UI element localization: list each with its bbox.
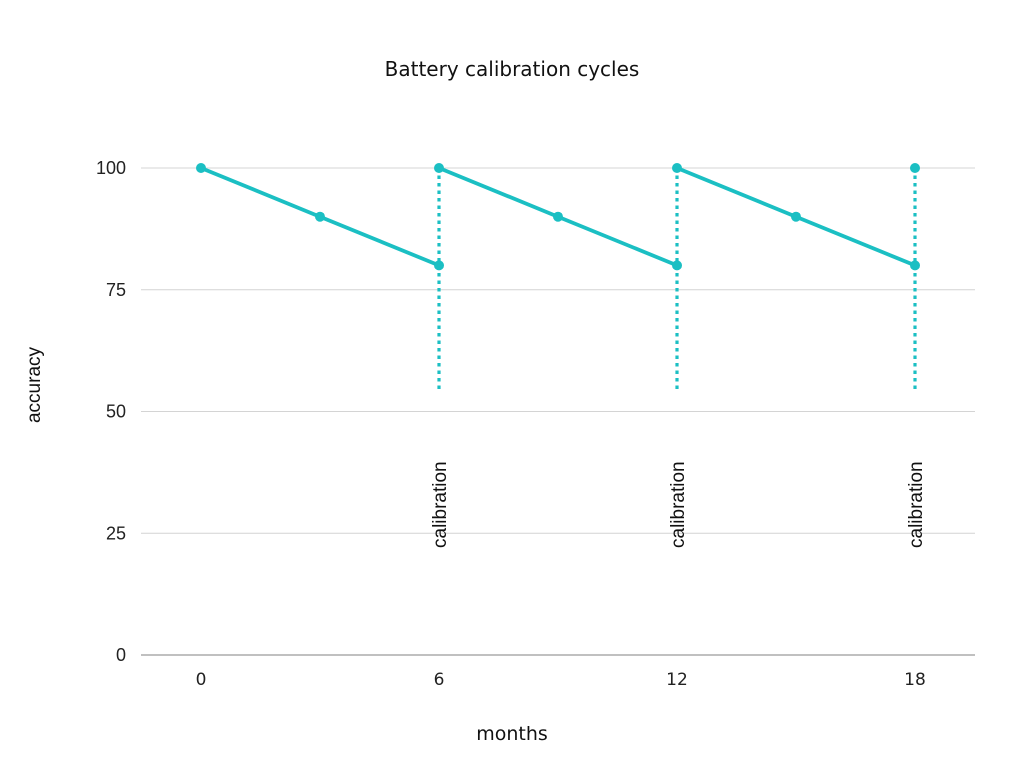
x-axis-ticks: 0 6 12 18 bbox=[196, 670, 926, 690]
data-point bbox=[434, 163, 444, 173]
data-point bbox=[672, 163, 682, 173]
x-tick-label: 12 bbox=[666, 670, 688, 690]
calibration-annotation: calibration bbox=[668, 461, 689, 548]
x-tick-label: 0 bbox=[196, 670, 207, 690]
chart-title: Battery calibration cycles bbox=[384, 57, 640, 81]
data-point bbox=[196, 163, 206, 173]
calibration-annotation: calibration bbox=[430, 461, 451, 548]
y-axis-ticks: 0 25 50 75 100 bbox=[96, 158, 126, 665]
y-tick-label: 100 bbox=[96, 158, 126, 178]
data-point bbox=[910, 260, 920, 271]
calibration-lines bbox=[437, 168, 917, 393]
x-tick-label: 6 bbox=[434, 670, 445, 690]
data-point bbox=[910, 163, 920, 173]
data-point bbox=[791, 211, 801, 222]
x-axis-label: months bbox=[476, 723, 548, 745]
data-point bbox=[315, 211, 325, 222]
y-tick-label: 50 bbox=[106, 402, 126, 422]
calibration-annotation: calibration bbox=[906, 461, 927, 548]
y-tick-label: 25 bbox=[106, 523, 126, 543]
y-tick-label: 75 bbox=[106, 280, 126, 300]
data-points bbox=[196, 163, 920, 271]
gridlines bbox=[141, 167, 975, 656]
x-tick-label: 18 bbox=[904, 670, 926, 690]
calibration-annotations: calibration calibration calibration bbox=[430, 461, 927, 548]
data-point bbox=[434, 260, 444, 271]
y-tick-label: 0 bbox=[116, 645, 126, 665]
data-point bbox=[672, 260, 682, 271]
data-point bbox=[553, 211, 563, 222]
